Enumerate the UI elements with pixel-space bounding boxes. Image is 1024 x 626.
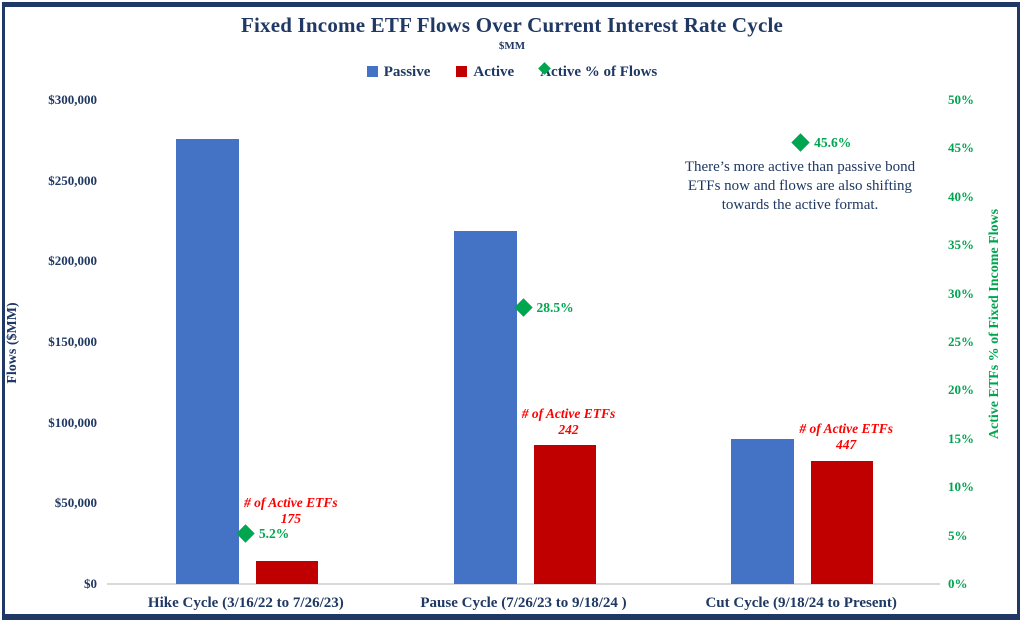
passive-bar	[175, 138, 239, 584]
active-bar	[811, 461, 874, 584]
right-axis-tick: 45%	[948, 140, 974, 156]
right-axis-tick: 20%	[948, 382, 974, 398]
right-axis-title: Active ETFs % of Fixed Income Flows	[987, 208, 1002, 440]
square-marker-icon	[456, 66, 468, 77]
active-pct-diamond-icon	[513, 298, 533, 317]
category-label: Cut Cycle (9/18/24 to Present)	[705, 595, 897, 611]
right-axis-tick: 25%	[948, 334, 974, 349]
count-label-value: 175	[280, 511, 301, 527]
right-axis-tick: 10%	[948, 479, 974, 495]
right-axis-tick: 5%	[948, 527, 968, 543]
chart-title: Fixed Income ETF Flows Over Current Inte…	[240, 13, 784, 37]
chart-subtitle: $MM	[498, 40, 526, 52]
active-pct-value-label: 5.2%	[258, 525, 290, 541]
left-axis-tick: $100,000	[48, 414, 97, 430]
left-axis-tick: $50,000	[54, 495, 97, 511]
active-pct-value-label: 45.6%	[814, 134, 852, 150]
left-axis-tick: $150,000	[48, 334, 97, 349]
annotation-text: There’s more active than passive bond ET…	[684, 159, 916, 213]
left-axis-tick: $0	[84, 576, 97, 591]
active-etf-count-label: # of Active ETFs 447	[799, 421, 893, 453]
count-label-heading: # of Active ETFs	[799, 421, 893, 437]
legend: Passive Active Active % of Flows	[0, 62, 1024, 81]
left-axis-tick: $300,000	[48, 92, 97, 107]
legend-item-active-of-flows: Active % of Flows	[538, 62, 658, 81]
legend-label: Passive	[383, 64, 431, 80]
active-etf-count-label: # of Active ETFs 242	[522, 406, 616, 438]
right-axis-tick: 35%	[948, 237, 974, 253]
right-axis-tick: 15%	[948, 430, 974, 446]
active-pct-diamond-icon	[791, 132, 810, 152]
active-pct-value-label: 28.5%	[536, 300, 574, 316]
right-axis-tick: 50%	[948, 92, 974, 107]
square-marker-icon	[366, 66, 378, 77]
x-axis-baseline	[107, 583, 940, 585]
right-axis-tick: 0%	[948, 576, 968, 591]
legend-label: Active	[473, 64, 515, 80]
active-etf-count-label: # of Active ETFs 175	[244, 495, 338, 527]
passive-bar	[731, 438, 795, 584]
category-label: Pause Cycle (7/26/23 to 9/18/24 )	[420, 595, 627, 611]
legend-item-active: Active	[456, 64, 514, 81]
left-axis-tick: $250,000	[48, 172, 97, 188]
count-label-heading: # of Active ETFs	[521, 406, 616, 422]
count-label-value: 242	[558, 422, 579, 438]
right-axis-tick: 40%	[948, 188, 974, 204]
active-bar	[533, 445, 596, 584]
category-label: Hike Cycle (3/16/22 to 7/26/23)	[147, 595, 344, 611]
right-axis-tick: 30%	[948, 285, 974, 301]
active-bar	[255, 561, 318, 584]
count-label-heading: # of Active ETFs	[244, 495, 338, 511]
legend-label: Active % of Flows	[540, 64, 658, 80]
left-axis-title: Flows ($MM)	[5, 302, 20, 384]
passive-bar	[453, 230, 517, 584]
legend-item-passive: Passive	[366, 64, 431, 81]
count-label-value: 447	[836, 437, 857, 453]
left-axis-tick: $200,000	[48, 253, 97, 269]
